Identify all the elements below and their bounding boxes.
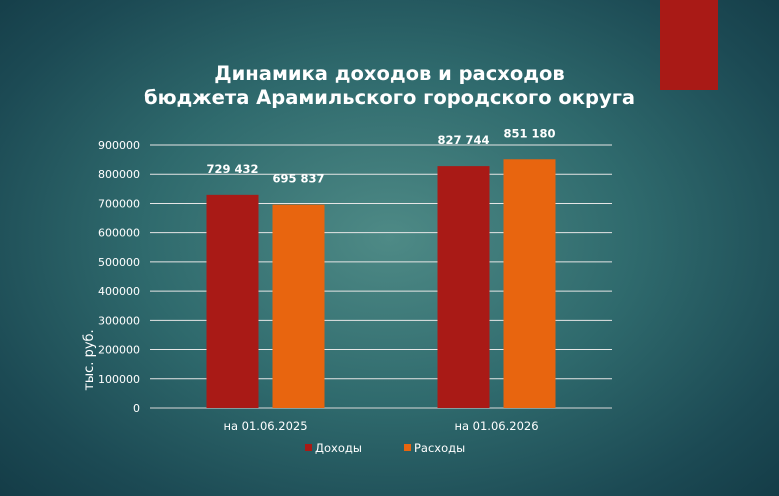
bar-expense-2 — [503, 159, 556, 408]
legend: Доходы Расходы — [305, 441, 465, 455]
y-axis-ticks: 0 100000 200000 300000 400000 500000 600000 700… — [98, 139, 140, 415]
legend-swatch — [305, 444, 312, 451]
bar-income-2 — [437, 166, 490, 408]
data-label: 695 837 — [272, 172, 324, 186]
y-tick-label: 500000 — [98, 256, 140, 269]
x-category-label: на 01.06.2026 — [454, 419, 538, 433]
y-tick-label: 600000 — [98, 227, 140, 240]
chart-title-line-1: Динамика доходов и расходов — [214, 62, 565, 85]
chart-title-line-2: бюджета Арамильского городского округа — [143, 86, 636, 109]
y-tick-label: 700000 — [98, 197, 140, 210]
y-tick-label: 200000 — [98, 344, 140, 357]
x-category-label: на 01.06.2025 — [223, 419, 307, 433]
data-label: 851 180 — [503, 126, 555, 140]
data-label: 729 432 — [206, 162, 258, 176]
y-tick-label: 800000 — [98, 168, 140, 181]
y-axis-title: тыс. руб. — [82, 329, 97, 390]
legend-swatch — [404, 444, 411, 451]
bars — [206, 159, 556, 408]
y-tick-label: 0 — [133, 402, 140, 415]
y-tick-label: 900000 — [98, 139, 140, 152]
x-axis-categories: на 01.06.2025 на 01.06.2026 — [223, 419, 538, 433]
data-labels: 729 432 695 837 827 744 851 180 — [206, 126, 555, 185]
y-tick-label: 300000 — [98, 314, 140, 327]
corner-decor-bar — [660, 0, 718, 90]
legend-label: Доходы — [315, 441, 362, 455]
data-label: 827 744 — [437, 133, 489, 147]
bar-income-1 — [206, 194, 259, 408]
y-tick-label: 400000 — [98, 285, 140, 298]
y-tick-label: 100000 — [98, 373, 140, 386]
bar-expense-1 — [272, 204, 325, 408]
legend-label: Расходы — [414, 441, 465, 455]
